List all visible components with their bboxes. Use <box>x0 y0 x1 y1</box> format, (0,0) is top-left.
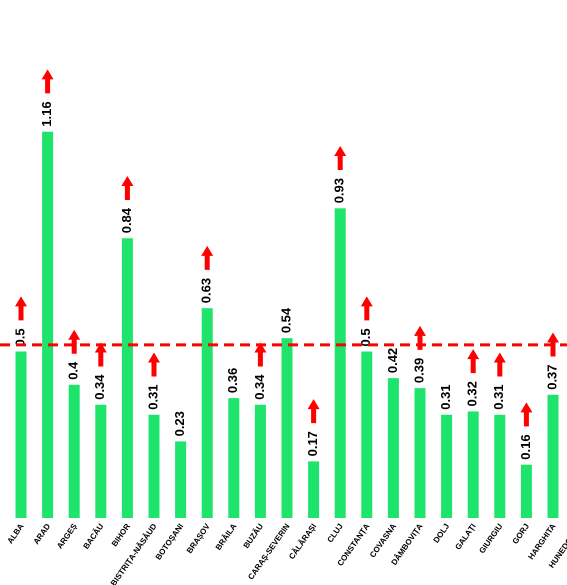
bar <box>361 351 373 518</box>
data-label: 0.31 <box>438 384 453 409</box>
data-label: 0.36 <box>225 368 240 393</box>
bar <box>547 394 559 518</box>
data-label: 0.34 <box>252 374 267 400</box>
bar <box>520 464 532 518</box>
bar <box>254 404 266 518</box>
x-tick-label: BUZĂU <box>242 522 266 550</box>
data-label: 0.4 <box>66 361 81 380</box>
increase-arrow <box>467 349 480 374</box>
increase-arrow <box>201 245 214 270</box>
bar <box>441 414 453 518</box>
increase-arrow <box>334 145 347 170</box>
x-tick-label: CLUJ <box>325 522 344 544</box>
data-label: 0.37 <box>544 364 559 389</box>
data-label: 1.16 <box>39 101 54 126</box>
x-tick-label: BRĂILA <box>214 522 239 552</box>
data-label: 0.84 <box>119 207 134 233</box>
bar <box>281 338 293 518</box>
x-tick-label: ARGEȘ <box>55 521 79 550</box>
x-tick-label: BOTOȘANI <box>154 522 186 562</box>
data-label: 0.16 <box>518 434 533 459</box>
data-label: 0.39 <box>411 358 426 383</box>
data-label: 0.32 <box>465 381 480 406</box>
data-label: 0.5 <box>358 328 373 346</box>
bar <box>95 404 107 518</box>
increase-arrow <box>41 69 54 94</box>
x-tick-label: GALAȚI <box>453 522 477 552</box>
x-tick-label: CĂLĂRAȘI <box>287 522 318 561</box>
data-label: 0.5 <box>12 328 27 346</box>
x-tick-label: GIURGIU <box>477 522 504 555</box>
increase-arrow <box>94 342 107 367</box>
x-tick-label: BACĂU <box>81 522 105 551</box>
increase-arrow <box>68 329 81 354</box>
increase-arrow <box>254 342 267 367</box>
data-label: 0.54 <box>278 307 293 333</box>
bar <box>42 131 54 518</box>
bar <box>201 308 213 518</box>
x-tick-label: DOLJ <box>432 522 452 545</box>
increase-arrow <box>493 352 506 377</box>
increase-arrow <box>414 325 426 350</box>
increase-arrow <box>360 296 373 321</box>
increase-arrow <box>307 399 320 424</box>
data-label: 0.23 <box>172 411 187 436</box>
data-label: 0.42 <box>385 348 400 373</box>
increase-arrow <box>148 352 160 377</box>
x-tick-label: COVASNA <box>368 522 398 560</box>
data-label: 0.63 <box>199 278 214 303</box>
bar <box>228 398 240 518</box>
bar <box>467 411 479 518</box>
data-label: 0.93 <box>332 178 347 203</box>
x-tick-label: ARAD <box>32 522 53 546</box>
bar <box>15 351 27 518</box>
bar <box>175 441 187 518</box>
x-tick-label: BRAȘOV <box>185 521 212 555</box>
x-tick-label: ALBA <box>6 522 26 546</box>
bar <box>387 378 399 518</box>
x-tick-label: BISTRIȚA-NĂSĂUD <box>109 522 159 585</box>
bar <box>494 414 506 518</box>
bar <box>148 414 160 518</box>
increase-arrow <box>520 402 533 427</box>
increase-arrow <box>121 175 134 200</box>
bar <box>308 461 320 518</box>
increase-arrow <box>15 296 27 321</box>
data-label: 0.17 <box>305 431 320 456</box>
bar <box>414 388 426 518</box>
x-tick-label: BIHOR <box>110 522 132 548</box>
data-label: 0.31 <box>145 384 160 409</box>
bar <box>334 208 346 518</box>
data-label: 0.34 <box>92 374 107 400</box>
x-tick-label: GORJ <box>511 522 531 546</box>
bar <box>68 384 80 518</box>
bar <box>121 238 133 518</box>
data-label: 0.31 <box>491 384 506 409</box>
